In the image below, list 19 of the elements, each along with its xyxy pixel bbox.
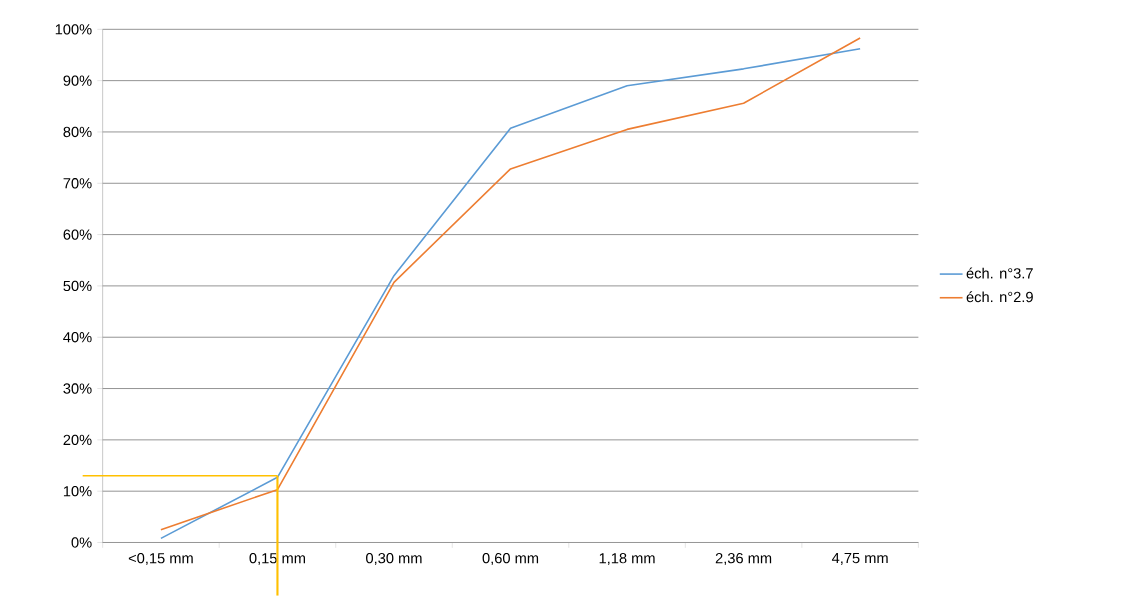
y-tick-label: 0%	[71, 537, 92, 548]
y-tick-label: 40%	[63, 332, 92, 343]
y-tick-label: 60%	[63, 229, 92, 240]
y-tick-label: 20%	[63, 434, 92, 446]
y-tick-label: 80%	[63, 126, 92, 138]
y-tick-label: 10%	[63, 486, 92, 497]
y-tick-label: 30%	[63, 383, 92, 394]
x-tick-label: 0,30 mm	[366, 553, 422, 566]
legend-label: éch. n°2.9	[966, 291, 1033, 303]
x-tick-label: <0,15 mm	[128, 553, 193, 566]
y-tick-label: 50%	[63, 280, 92, 292]
y-tick-label: 100%	[55, 24, 92, 35]
x-tick-label: 2,36 mm	[715, 553, 772, 566]
y-tick-label: 90%	[63, 75, 92, 86]
x-tick-label: 1,18 mm	[599, 553, 655, 566]
x-tick-label: 0,60 mm	[482, 553, 539, 566]
y-tick-label: 70%	[63, 178, 92, 189]
legend-label: éch. n°3.7	[966, 267, 1033, 279]
x-tick-label: 4,75 mm	[831, 553, 888, 566]
